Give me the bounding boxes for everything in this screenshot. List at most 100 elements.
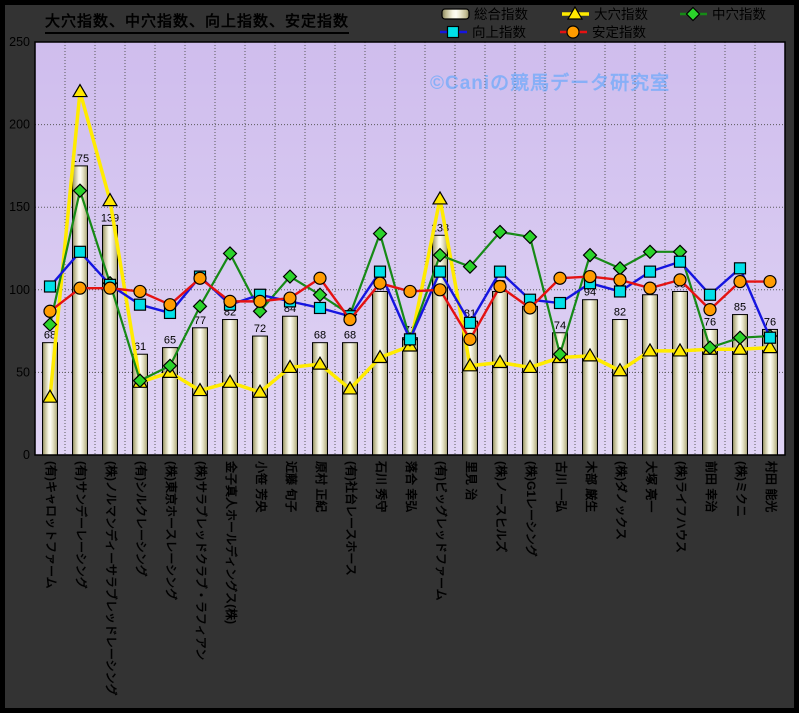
y-axis-tick-label: 250: [9, 35, 30, 49]
bar-value-label: 77: [194, 315, 206, 327]
series-ooana-marker-triangle: [41, 388, 59, 403]
bar: [282, 315, 298, 456]
y-axis-tick-label: 150: [9, 200, 30, 214]
bar-value-label: 76: [704, 316, 716, 328]
series-ooana-marker-triangle: [431, 190, 449, 205]
bar: [402, 337, 418, 456]
series-ooana-marker-triangle: [341, 380, 359, 395]
series-antei-marker-circle: [733, 274, 747, 289]
x-axis-label: (株)ノースヒルズ: [494, 461, 509, 552]
x-axis-label: 近藤 旬子: [284, 461, 299, 512]
bar: [372, 290, 388, 456]
series-kojo-marker-square: [403, 333, 417, 346]
series-ooana-marker-triangle: [71, 83, 89, 98]
x-axis-label: 木部 厳生: [584, 460, 599, 512]
y-axis-tick-label: 200: [9, 118, 30, 132]
bar: [582, 299, 598, 456]
series-kojo-marker-square: [73, 245, 87, 258]
series-chuana-marker-diamond: [132, 373, 148, 389]
bar: [642, 294, 658, 456]
series-kojo-marker-square: [493, 265, 507, 278]
bar-value-label: 74: [554, 320, 566, 332]
x-axis-label: (株)サラブレッドクラブ・ラフィアン: [194, 461, 209, 660]
x-axis-label: 落合 幸弘: [404, 461, 419, 512]
x-axis-label: 古川 一弘: [554, 461, 569, 512]
legend-label: 大穴指数: [594, 7, 648, 22]
series-antei-marker-circle: [433, 283, 447, 297]
series-chuana-marker-diamond: [462, 259, 478, 275]
legend-diamond-swatch-icon: [685, 6, 701, 22]
x-axis-label: 大塚 亮一: [644, 461, 659, 512]
x-axis-label: (有)サンデーレーシング: [74, 461, 89, 589]
x-axis-label: (有)キャロットファーム: [44, 461, 59, 589]
series-chuana-marker-diamond: [72, 183, 88, 199]
series-ooana-marker-triangle: [221, 374, 239, 388]
bar-value-label: 85: [734, 302, 746, 314]
x-axis-label: 里見 治: [464, 461, 479, 500]
chart-title: 大穴指数、中穴指数、向上指数、安定指数: [45, 10, 350, 34]
legend-label: 向上指数: [472, 25, 526, 40]
series-antei-marker-circle: [253, 294, 267, 308]
series-chuana-marker-diamond: [312, 287, 328, 303]
series-chuana-marker-diamond: [642, 244, 658, 260]
bar: [612, 319, 628, 456]
series-antei-marker-circle: [283, 291, 297, 305]
series-kojo-marker-square: [673, 255, 687, 268]
series-chuana-marker-diamond: [492, 224, 508, 240]
series-kojo-marker-square: [763, 331, 777, 344]
bar-value-label: 68: [344, 330, 356, 342]
x-axis-label: 金子真人ホールディングス(株): [224, 460, 239, 624]
series-antei-marker-circle: [523, 301, 537, 315]
series-kojo-marker-square: [313, 301, 327, 315]
series-antei-marker-circle: [673, 273, 687, 287]
series-antei-marker-circle: [43, 304, 57, 318]
bar-value-label: 68: [314, 330, 326, 342]
series-antei-marker-circle: [763, 274, 777, 289]
series-ooana-marker-triangle: [461, 357, 479, 372]
series-chuana-marker-diamond: [702, 340, 718, 355]
series-ooana-marker-triangle: [101, 192, 119, 207]
bar-value-label: 65: [164, 335, 176, 347]
series-kojo-marker-square: [703, 288, 717, 301]
series-chuana-marker-diamond: [162, 358, 178, 374]
series-antei-marker-circle: [583, 269, 597, 284]
series-antei-marker-circle: [373, 276, 387, 290]
bar-value-label: 61: [134, 341, 146, 353]
series-kojo-marker-square: [613, 285, 627, 298]
series-ooana-marker-triangle: [251, 384, 269, 398]
series-ooana-marker-triangle: [641, 342, 659, 357]
series-chuana-marker-diamond: [222, 246, 238, 261]
bar-value-label: 94: [584, 287, 596, 299]
series-ooana-marker-triangle: [671, 342, 689, 357]
bar: [522, 305, 538, 456]
series-ooana-marker-triangle: [491, 354, 509, 369]
x-axis-label: (有)ビッグレッドファーム: [434, 461, 449, 601]
legend-label: 中穴指数: [712, 7, 766, 22]
x-axis-label: 前田 幸治: [704, 461, 719, 512]
legend-triangle-swatch-icon: [566, 5, 584, 20]
series-chuana-marker-diamond: [372, 226, 388, 241]
series-antei-marker-circle: [343, 312, 357, 327]
x-axis-label: 村田 能光: [764, 461, 779, 512]
series-chuana-marker-diamond: [192, 298, 208, 314]
series-antei-marker-circle: [103, 281, 117, 295]
series-kojo-marker-square: [43, 280, 57, 293]
x-axis-label: (株)ノルマンディーサラブレッドレーシング: [104, 461, 119, 696]
series-kojo-marker-square: [433, 265, 447, 278]
x-axis-label: (株)G1レーシング: [524, 461, 539, 557]
series-kojo-marker-square: [133, 298, 147, 311]
series-chuana-marker-diamond: [42, 317, 58, 332]
series-ooana-marker-triangle: [611, 362, 629, 377]
x-axis-label: (株)東京ホースレーシング: [164, 461, 179, 600]
series-antei-marker-circle: [73, 281, 87, 295]
series-antei-marker-circle: [703, 303, 717, 317]
x-axis-label: 石川 秀守: [374, 460, 389, 512]
series-antei-marker-circle: [193, 271, 207, 285]
series-antei-marker-circle: [493, 279, 507, 294]
series-kojo-marker-square: [373, 265, 387, 278]
series-chuana-marker-diamond: [282, 269, 298, 284]
series-ooana-marker-triangle: [281, 359, 299, 374]
series-antei-marker-circle: [313, 271, 327, 285]
series-ooana-marker-triangle: [581, 347, 599, 362]
